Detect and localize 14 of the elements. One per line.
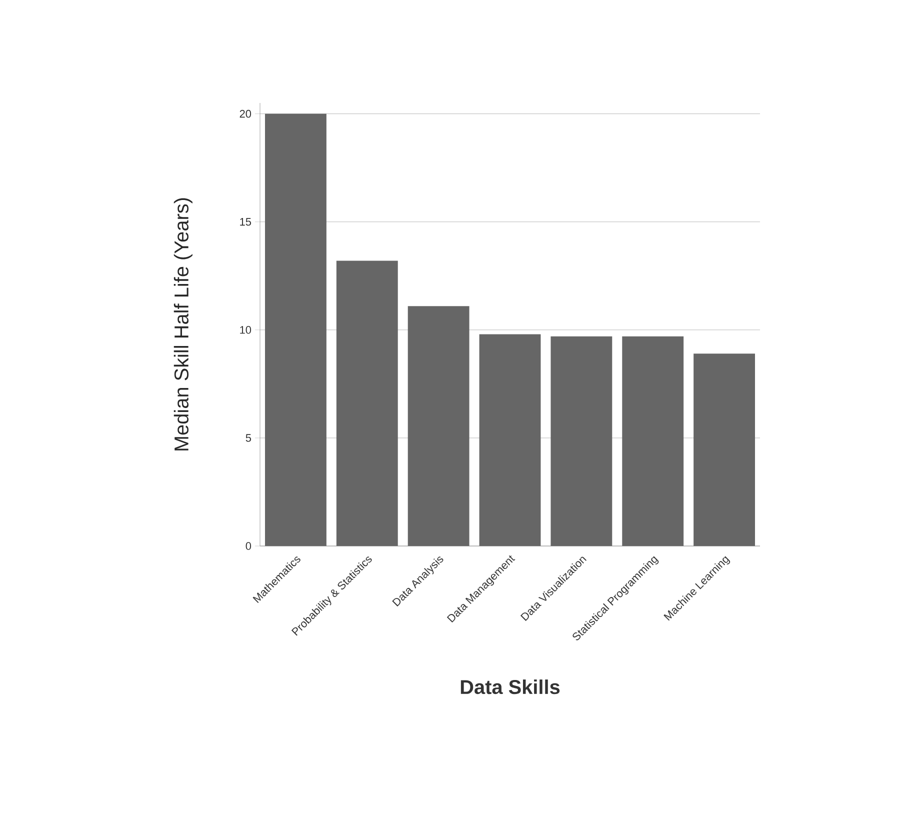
y-tick-label: 15: [240, 218, 252, 226]
y-tick-label: 5: [246, 434, 252, 442]
bar: [265, 114, 326, 546]
bar: [336, 260, 398, 546]
bar: [408, 306, 470, 546]
y-tick-label: 0: [246, 542, 252, 550]
bar: [550, 336, 612, 546]
bar: [622, 336, 684, 546]
bar: [479, 334, 541, 546]
x-axis-title: Data Skills: [460, 679, 560, 694]
bar: [694, 354, 755, 546]
y-tick-label: 10: [240, 326, 252, 334]
y-axis-title: Median Skill Half Life (Years): [174, 198, 192, 450]
y-tick-label: 20: [240, 110, 252, 118]
